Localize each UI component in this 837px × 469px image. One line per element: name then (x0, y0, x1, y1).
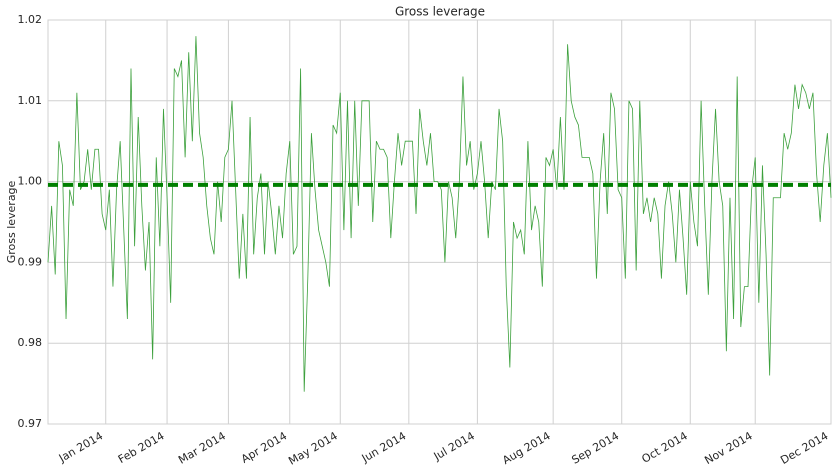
y-tick-label: 0.97 (18, 417, 43, 430)
y-tick-label: 1.02 (18, 13, 43, 26)
y-tick-label: 1.00 (18, 175, 43, 188)
plot-frame (47, 19, 832, 425)
y-axis-label: Gross leverage (5, 180, 18, 263)
y-tick-label: 0.99 (18, 255, 43, 268)
y-tick-label: 1.01 (18, 94, 43, 107)
y-tick-label: 0.98 (18, 336, 43, 349)
chart-title: Gross leverage (395, 5, 485, 19)
